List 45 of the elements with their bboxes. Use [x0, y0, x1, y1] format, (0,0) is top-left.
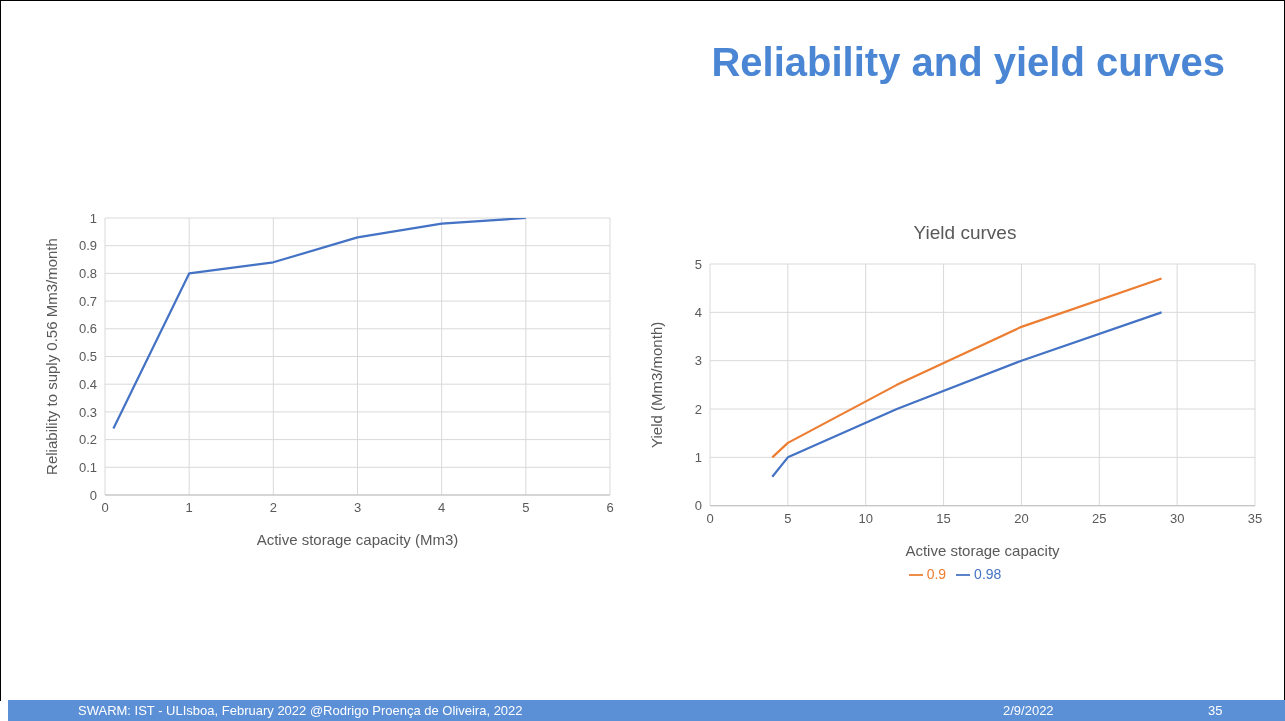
x-tick-label: 35	[1247, 510, 1263, 526]
x-axis-title: Active storage capacity (Mm3)	[256, 531, 459, 548]
legend-label: 0.98	[974, 565, 1002, 582]
text: Reliability and yield curves	[711, 40, 1225, 85]
y-tick-label: 0.3	[78, 404, 97, 420]
y-tick-label: 0	[89, 487, 97, 503]
y-tick-label: 2	[694, 401, 702, 417]
y-tick-label: 0.1	[78, 459, 97, 475]
x-tick-label: 2	[269, 500, 277, 516]
x-tick-label: 5	[522, 500, 530, 516]
legend-label: 0.9	[926, 565, 947, 582]
x-tick-label: 15	[936, 510, 951, 526]
x-tick-label: 10	[858, 510, 873, 526]
y-tick-label: 0.8	[78, 266, 97, 282]
x-tick-label: 3	[353, 500, 362, 516]
x-axis-title: Active storage capacity	[905, 541, 1061, 559]
y-axis-title: Yield (Mm3/month)	[648, 321, 666, 448]
y-tick-label: 0.4	[78, 376, 97, 392]
chart-title: Yield curves	[912, 222, 1018, 244]
line-series	[771, 311, 1163, 478]
x-tick-label: 0	[706, 510, 714, 526]
y-tick-label: 0.7	[78, 293, 97, 309]
text: 35	[1208, 703, 1223, 718]
text: 2/9/2022	[1003, 703, 1054, 718]
x-tick-label: 4	[438, 500, 446, 516]
x-tick-label: 0	[101, 500, 109, 516]
x-tick-label: 30	[1169, 510, 1185, 526]
x-tick-label: 1	[185, 500, 193, 516]
x-tick-label: 5	[784, 510, 792, 526]
y-tick-label: 0.6	[78, 321, 97, 337]
y-tick-label: 3	[694, 353, 702, 369]
y-tick-label: 4	[694, 304, 702, 320]
x-tick-label: 20	[1014, 510, 1029, 526]
y-tick-label: 0.5	[78, 349, 97, 365]
y-axis-title: Reliability to suply 0.56 Mm3/month	[43, 238, 61, 475]
line-series	[771, 277, 1163, 459]
y-tick-label: 1	[694, 449, 702, 465]
x-tick-label: 25	[1092, 510, 1107, 526]
y-tick-label: 1	[89, 210, 97, 226]
y-tick-label: 5	[694, 256, 702, 272]
text: SWARM: IST - ULIsboa, February 2022 @Rodrigo Proença de Oliveira, 2022	[78, 703, 523, 718]
line-series	[112, 218, 527, 430]
x-tick-label: 6	[606, 500, 614, 516]
y-tick-label: 0.9	[78, 238, 97, 254]
y-tick-label: 0.2	[78, 432, 97, 448]
